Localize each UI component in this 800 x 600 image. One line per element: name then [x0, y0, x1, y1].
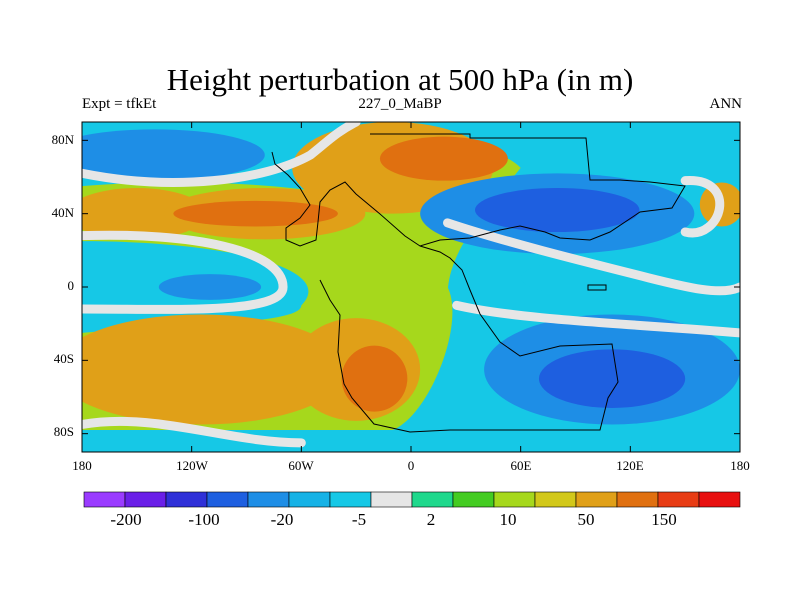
- x-tick-label: 120E: [616, 458, 644, 473]
- colorbar-bin: [657, 491, 700, 508]
- coastline-island: [587, 284, 607, 291]
- colorbar-label: -200: [110, 510, 142, 529]
- colorbar-bin: [370, 491, 413, 508]
- colorbar-bin: [165, 491, 208, 508]
- colorbar-bin: [493, 491, 536, 508]
- x-tick-label: 180: [730, 458, 750, 473]
- field-zero-contour: [82, 416, 306, 448]
- colorbar-label: 50: [577, 510, 595, 529]
- field-contour-cell: [341, 345, 408, 412]
- y-tick-label: 40N: [51, 205, 74, 220]
- continent-outline: [271, 133, 686, 433]
- colorbar-label: 10: [499, 510, 517, 529]
- season-label: ANN: [709, 96, 743, 112]
- colorbar-bin: [616, 491, 659, 508]
- colorbar-bin: [124, 491, 167, 508]
- x-tick-label: 60W: [288, 458, 314, 473]
- x-tick-label: 60E: [510, 458, 532, 473]
- x-tick-label: 0: [407, 458, 415, 473]
- colorbar-label: -100: [188, 510, 220, 529]
- field-zero-contour: [680, 176, 725, 238]
- axis-ticks: [81, 122, 741, 452]
- y-tick-label: 0: [67, 278, 75, 293]
- colorbar-bin: [698, 491, 741, 508]
- y-tick-label: 80S: [53, 424, 74, 439]
- period-label: 227_0_MaBP: [358, 96, 442, 112]
- field-contour-cell: [82, 314, 347, 425]
- field-zero-contour: [82, 230, 288, 314]
- height-field: [82, 122, 740, 452]
- colorbar-bin: [247, 491, 290, 508]
- colorbar-bin: [83, 491, 126, 508]
- field-contour-cell: [474, 188, 640, 232]
- x-tick-label: 180: [72, 458, 92, 473]
- field-contour-cell: [173, 200, 338, 227]
- colorbar-bin: [452, 491, 495, 508]
- coastline-south: [319, 245, 619, 433]
- field-contour-cell: [538, 349, 686, 408]
- field-contour-cell: [158, 274, 262, 300]
- colorbar-label: -5: [351, 510, 367, 529]
- experiment-label: Expt = tfkEt: [82, 96, 157, 112]
- y-tick-label: 40S: [53, 351, 74, 366]
- field-contour-cell: [379, 136, 508, 181]
- colorbar-bin: [329, 491, 372, 508]
- field-zero-contour: [443, 218, 740, 296]
- field-zero-contour: [452, 300, 740, 338]
- colorbar-bin: [288, 491, 331, 508]
- colorbar-bin: [206, 491, 249, 508]
- x-tick-label: 120W: [176, 458, 208, 473]
- colorbar: [83, 491, 741, 508]
- field-contour-cell: [82, 188, 207, 240]
- colorbar-bin: [534, 491, 577, 508]
- colorbar-label: -20: [270, 510, 294, 529]
- colorbar-label: 150: [651, 510, 677, 529]
- field-contour-cell: [82, 129, 265, 181]
- colorbar-bin: [411, 491, 454, 508]
- chart-title: Height perturbation at 500 hPa (in m): [166, 62, 634, 97]
- colorbar-label: 2: [426, 510, 436, 529]
- colorbar-bin: [575, 491, 618, 508]
- coastline-north: [271, 133, 686, 247]
- y-tick-label: 80N: [51, 132, 74, 147]
